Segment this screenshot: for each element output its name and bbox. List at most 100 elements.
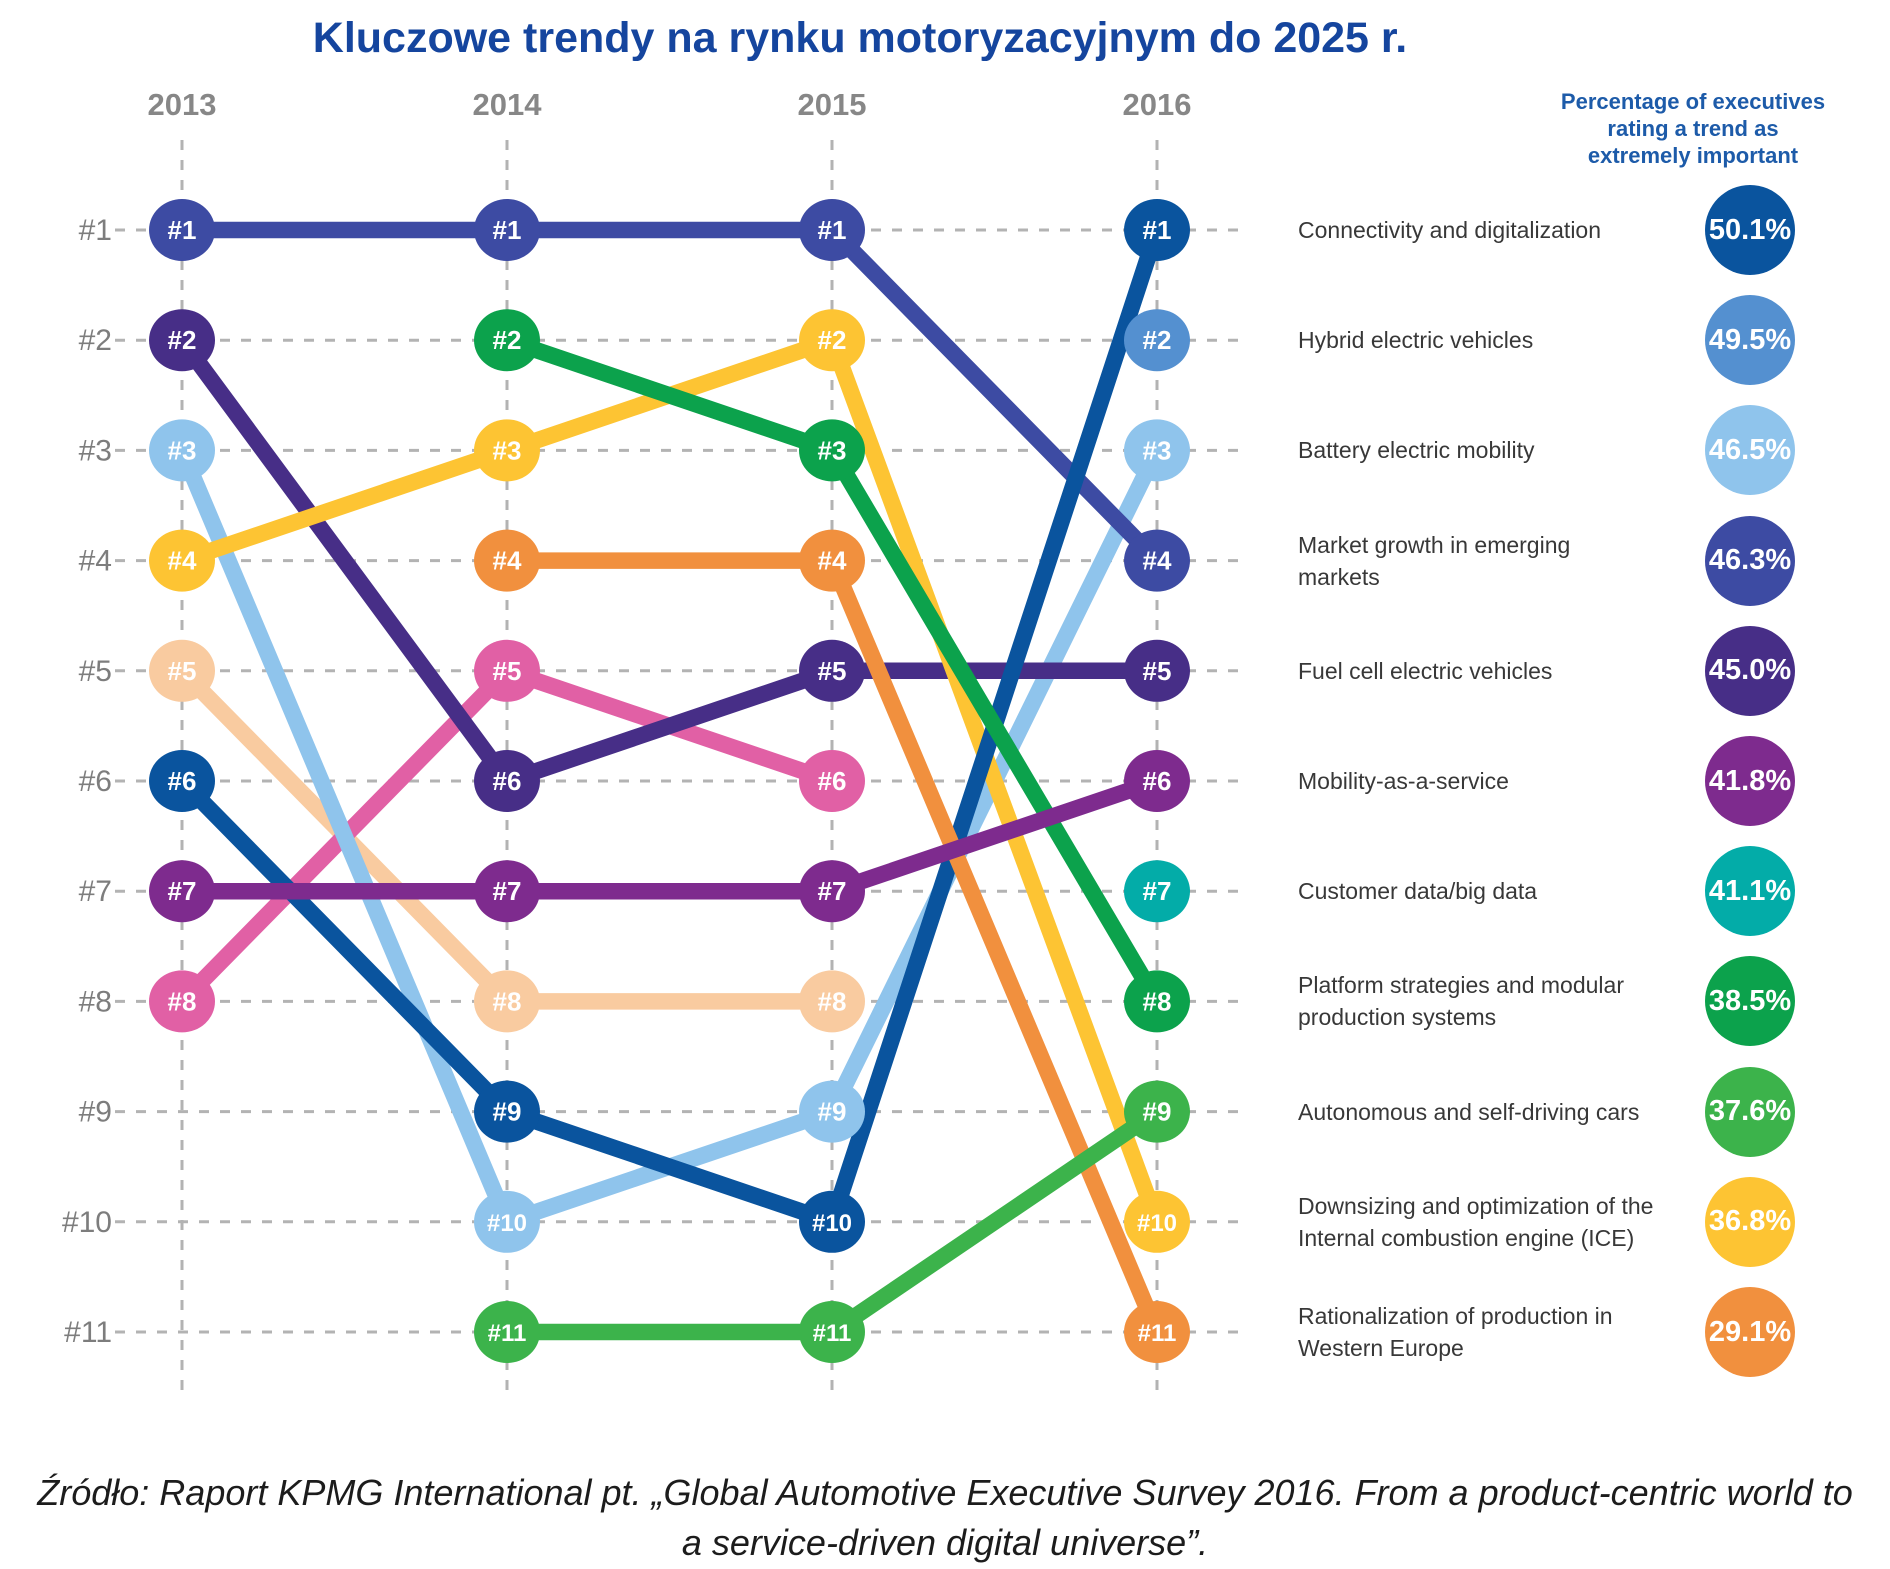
legend-percent-badge-customer-data-big-data: 41.1% xyxy=(1705,846,1795,937)
rank-node-label: #2 xyxy=(493,325,522,355)
legend-label-line: Fuel cell electric vehicles xyxy=(1298,657,1553,684)
rank-node-label: #5 xyxy=(1143,656,1172,686)
year-header: 2014 xyxy=(473,87,543,122)
legend-label-line: Market growth in emerging xyxy=(1298,531,1571,558)
rank-node-market-growth-emerging-markets-2015 xyxy=(799,199,865,261)
rank-node-battery-electric-mobility-2013 xyxy=(149,419,215,482)
rank-node-connectivity-and-digitalization-2016 xyxy=(1124,199,1190,261)
rank-axis-label: #11 xyxy=(64,1316,112,1349)
rank-node-rationalization-western-europe-2014 xyxy=(474,529,540,592)
rank-node-label: #4 xyxy=(1143,546,1172,576)
rank-node-label: #2 xyxy=(818,325,847,355)
rank-node-ice-downsizing-2013 xyxy=(149,529,215,592)
rank-node-label: #7 xyxy=(168,876,197,906)
rank-node-unnamed-pink-trend-2015 xyxy=(799,750,865,812)
rank-node-label: #3 xyxy=(1143,435,1172,465)
rank-node-unnamed-peach-trend-2013 xyxy=(149,639,215,702)
rank-node-rationalization-western-europe-2015 xyxy=(799,529,865,592)
rank-node-label: #10 xyxy=(812,1210,852,1237)
rank-node-label: #8 xyxy=(493,986,522,1016)
rank-node-mobility-as-a-service-2016 xyxy=(1124,750,1190,812)
trend-line-fuel-cell-electric-vehicles xyxy=(173,331,1166,790)
rank-node-label: #3 xyxy=(493,435,522,465)
percentage-column-header: Percentage of executives rating a trend … xyxy=(1493,88,1890,169)
rank-node-market-growth-emerging-markets-2014 xyxy=(474,199,540,261)
rank-node-ice-downsizing-2015 xyxy=(799,309,865,372)
legend-label-line: Hybrid electric vehicles xyxy=(1298,327,1534,354)
rank-node-label: #8 xyxy=(168,986,197,1016)
rank-axis-label: #6 xyxy=(79,765,112,798)
legend-label-platform-strategies: Platform strategies and modular productio… xyxy=(1298,969,1738,1033)
rank-node-label: #1 xyxy=(493,215,522,245)
legend-label-line: Customer data/big data xyxy=(1298,878,1538,905)
legend-label-hybrid-electric-vehicles: Hybrid electric vehicles xyxy=(1298,324,1738,356)
rank-axis-label: #7 xyxy=(79,875,112,908)
rank-node-platform-strategies-2015 xyxy=(799,419,865,482)
legend-label-market-growth-emerging-markets: Market growth in emerging markets xyxy=(1298,529,1738,593)
legend-label-line: Battery electric mobility xyxy=(1298,437,1535,464)
rank-node-label: #7 xyxy=(1143,876,1172,906)
rank-node-label: #10 xyxy=(487,1210,527,1237)
rank-node-label: #9 xyxy=(493,1097,522,1127)
chart-title: Kluczowe trendy na rynku motoryzacyjnym … xyxy=(312,14,1408,62)
rank-node-label: #11 xyxy=(1138,1320,1177,1347)
rank-node-label: #4 xyxy=(493,546,522,576)
legend-percent-badge-autonomous-self-driving-cars: 37.6% xyxy=(1705,1066,1795,1157)
rank-node-label: #5 xyxy=(168,656,197,686)
rank-node-battery-electric-mobility-2015 xyxy=(799,1080,865,1143)
legend-label-line: Connectivity and digitalization xyxy=(1298,217,1602,243)
rank-node-platform-strategies-2016 xyxy=(1124,970,1190,1033)
percentage-header-line: extremely important xyxy=(1587,143,1799,168)
legend-percent-badge-connectivity-and-digitalization: 50.1% xyxy=(1705,185,1795,275)
rank-node-label: #7 xyxy=(493,876,522,906)
rank-node-label: #8 xyxy=(818,986,847,1016)
legend-label-connectivity-and-digitalization: Connectivity and digitalization xyxy=(1298,214,1738,246)
rank-node-ice-downsizing-2016 xyxy=(1124,1190,1190,1253)
rank-node-connectivity-and-digitalization-2015 xyxy=(799,1190,865,1253)
legend-percent-badge-hybrid-electric-vehicles: 49.5% xyxy=(1705,295,1795,386)
rank-node-autonomous-self-driving-cars-2015 xyxy=(799,1301,865,1363)
rank-node-battery-electric-mobility-2014 xyxy=(474,1190,540,1253)
rank-node-hybrid-electric-vehicles-2016 xyxy=(1124,309,1190,372)
rank-node-label: #11 xyxy=(488,1320,527,1347)
rank-axis-label: #4 xyxy=(79,545,112,578)
rank-node-mobility-as-a-service-2013 xyxy=(149,860,215,923)
rank-node-fuel-cell-electric-vehicles-2015 xyxy=(799,639,865,702)
legend-percent-badge-ice-downsizing: 36.8% xyxy=(1705,1176,1795,1267)
rank-node-rationalization-western-europe-2016 xyxy=(1124,1301,1190,1363)
percentage-header-line: Percentage of executives xyxy=(1560,89,1826,114)
rank-node-label: #2 xyxy=(168,325,197,355)
rank-node-connectivity-and-digitalization-2014 xyxy=(474,1080,540,1143)
rank-axis-label: #10 xyxy=(62,1206,112,1239)
legend-label-line: Autonomous and self-driving cars xyxy=(1298,1098,1640,1125)
rank-node-battery-electric-mobility-2016 xyxy=(1124,419,1190,482)
rank-node-label: #9 xyxy=(818,1097,847,1127)
rank-axis-label: #5 xyxy=(79,655,112,688)
rank-node-ice-downsizing-2014 xyxy=(474,419,540,482)
legend-percent-badge-platform-strategies: 38.5% xyxy=(1705,956,1795,1047)
rank-node-label: #6 xyxy=(168,766,197,796)
rank-node-label: #1 xyxy=(168,215,197,245)
legend-label-autonomous-self-driving-cars: Autonomous and self-driving cars xyxy=(1298,1096,1738,1128)
legend-percent-badge-rationalization-western-europe: 29.1% xyxy=(1705,1287,1795,1377)
year-header: 2015 xyxy=(798,87,867,122)
rank-node-market-growth-emerging-markets-2013 xyxy=(149,199,215,261)
rank-axis-label: #1 xyxy=(79,214,112,247)
legend-label-line: markets xyxy=(1298,563,1380,590)
rank-node-label: #4 xyxy=(168,546,197,576)
trend-line-market-growth-emerging-markets xyxy=(173,221,1166,569)
rank-axis-label: #2 xyxy=(79,324,112,357)
rank-node-platform-strategies-2014 xyxy=(474,309,540,372)
legend-label-line: Internal combustion engine (ICE) xyxy=(1298,1224,1635,1251)
legend-label-line: Mobility-as-a-service xyxy=(1298,768,1509,794)
rank-node-unnamed-peach-trend-2015 xyxy=(799,970,865,1033)
rank-node-fuel-cell-electric-vehicles-2016 xyxy=(1124,639,1190,702)
rank-node-label: #10 xyxy=(1137,1210,1177,1237)
rank-axis-label: #8 xyxy=(79,985,112,1018)
rank-node-fuel-cell-electric-vehicles-2014 xyxy=(474,750,540,812)
rank-node-autonomous-self-driving-cars-2016 xyxy=(1124,1080,1190,1143)
legend-percent-badge-market-growth-emerging-markets: 46.3% xyxy=(1705,515,1795,606)
rank-node-unnamed-pink-trend-2014 xyxy=(474,639,540,702)
